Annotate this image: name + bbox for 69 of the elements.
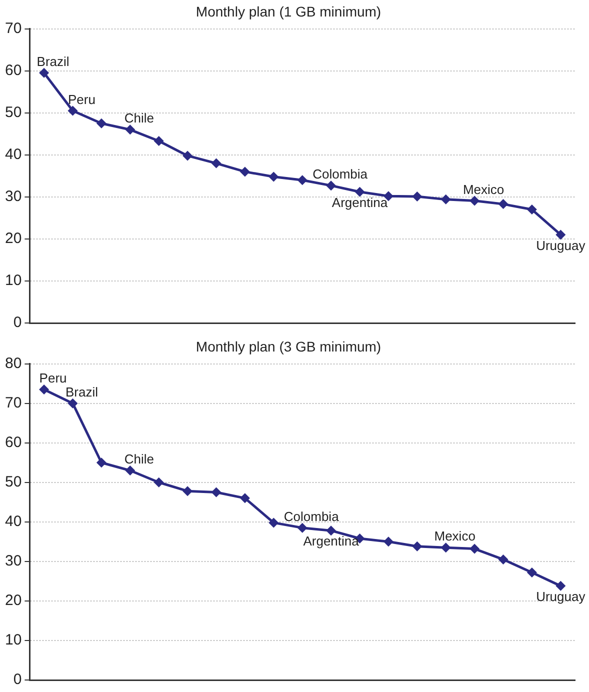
- annotation: Mexico: [434, 528, 476, 544]
- point: [470, 196, 480, 206]
- y-tick-label: 70: [4, 20, 22, 37]
- point: [125, 124, 136, 135]
- annotation: Brazil: [65, 384, 98, 400]
- point: [125, 466, 136, 476]
- annotation: Chile: [124, 110, 154, 126]
- point: [154, 136, 164, 146]
- point: [412, 191, 422, 202]
- point: [556, 580, 566, 591]
- y-tick-label: 20: [4, 230, 22, 248]
- point: [440, 542, 451, 553]
- annotation: Uruguay: [536, 238, 586, 253]
- point: [182, 486, 193, 496]
- y-tick-label: 60: [4, 62, 22, 79]
- point: [39, 384, 50, 394]
- annotation: Chile: [124, 452, 154, 467]
- y-tick-label: 50: [4, 104, 22, 121]
- y-tick-label: 10: [4, 632, 22, 649]
- point: [182, 150, 193, 161]
- y-tick-label: 30: [4, 552, 22, 570]
- point: [68, 106, 78, 116]
- annotation: Mexico: [462, 182, 504, 197]
- point: [326, 526, 336, 536]
- point: [154, 477, 164, 488]
- y-tick-label: 40: [4, 146, 22, 164]
- y-tick-label: 0: [13, 314, 22, 332]
- point: [240, 166, 250, 177]
- point: [526, 567, 537, 578]
- annotation: Argentina: [332, 194, 388, 210]
- y-tick-label: 30: [4, 188, 22, 206]
- point: [68, 398, 78, 408]
- chart-title: Monthly plan (3 GB minimum): [196, 338, 382, 354]
- point: [470, 544, 480, 554]
- point: [211, 158, 222, 168]
- annotation: Colombia: [312, 166, 368, 182]
- point: [240, 493, 250, 504]
- point: [383, 536, 394, 547]
- annotation: Brazil: [36, 54, 70, 70]
- point: [440, 194, 451, 204]
- point: [498, 199, 508, 210]
- point: [498, 554, 508, 564]
- point: [354, 186, 365, 197]
- point: [412, 541, 422, 552]
- point: [297, 175, 308, 186]
- y-tick-label: 20: [4, 592, 22, 610]
- annotation: Peru: [39, 370, 67, 386]
- point: [268, 172, 279, 182]
- point: [556, 230, 566, 240]
- point: [268, 518, 279, 528]
- point: [39, 68, 50, 78]
- point: [96, 458, 106, 468]
- y-tick-label: 60: [4, 434, 22, 451]
- point: [96, 118, 106, 128]
- point: [297, 522, 308, 533]
- y-tick-label: 10: [4, 272, 22, 290]
- y-tick-label: 80: [4, 354, 22, 372]
- y-tick-label: 70: [4, 394, 22, 412]
- chart-title: Monthly plan (1 GB minimum): [196, 3, 382, 20]
- annotation: Peru: [68, 92, 96, 107]
- annotation: Argentina: [303, 534, 360, 549]
- point: [526, 204, 537, 215]
- y-tick-label: 40: [4, 513, 22, 530]
- point: [211, 487, 222, 498]
- y-tick-label: 0: [13, 671, 22, 688]
- point: [326, 180, 336, 191]
- annotation: Colombia: [284, 508, 340, 524]
- annotation: Uruguay: [536, 589, 586, 604]
- y-tick-label: 50: [4, 474, 22, 491]
